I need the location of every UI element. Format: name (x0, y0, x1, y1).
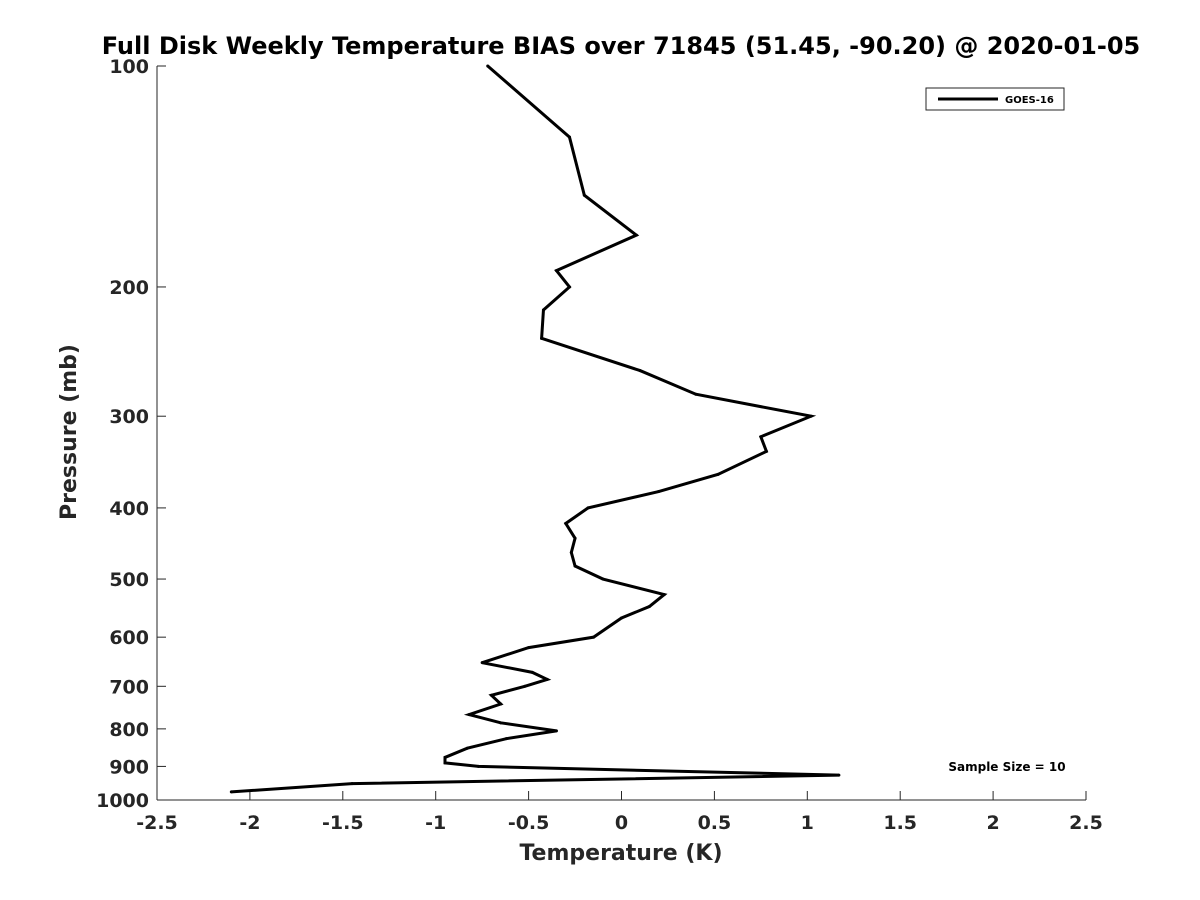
data-point (586, 506, 590, 510)
y-tick-label: 600 (109, 627, 149, 649)
x-tick-label: 0 (615, 812, 628, 834)
data-point (465, 746, 469, 750)
data-point (569, 550, 573, 554)
x-tick-label: -2 (239, 812, 260, 834)
y-axis-label: Pressure (mb) (57, 344, 82, 520)
data-point (545, 677, 549, 681)
data-point (554, 269, 558, 273)
data-point (564, 521, 568, 525)
data-point (759, 435, 763, 439)
data-point (657, 490, 661, 494)
y-tick-label: 200 (109, 277, 149, 299)
data-point (523, 684, 527, 688)
data-point (499, 702, 503, 706)
data-point (573, 564, 577, 568)
y-tick-label: 800 (109, 719, 149, 741)
data-point (573, 536, 577, 540)
data-point (567, 135, 571, 139)
data-point (350, 782, 354, 786)
data-point (499, 721, 503, 725)
y-axis: 100 200 300 400 500 600 700 800 900 1000 (96, 56, 166, 812)
y-tick-label: 300 (109, 406, 149, 428)
series-group (229, 64, 841, 794)
y-tick-label: 700 (109, 676, 149, 698)
data-point (530, 670, 534, 674)
chart-title: Full Disk Weekly Temperature BIAS over 7… (102, 32, 1141, 60)
x-tick-label: -2.5 (136, 812, 178, 834)
y-tick-label: 400 (109, 498, 149, 520)
data-point (540, 336, 544, 340)
x-tick-label: 1 (801, 812, 814, 834)
y-tick-label: 1000 (96, 790, 149, 812)
x-tick-label: 2 (986, 812, 999, 834)
data-point (527, 646, 531, 650)
x-tick-label: 1.5 (883, 812, 917, 834)
data-point (582, 193, 586, 197)
x-tick-label: 2.5 (1069, 812, 1103, 834)
legend: GOES-16 (925, 87, 1065, 111)
data-point (476, 764, 480, 768)
data-point (229, 790, 233, 794)
data-point (716, 472, 720, 476)
data-point (467, 713, 471, 717)
data-point (662, 593, 666, 597)
data-point (638, 369, 642, 373)
data-point (592, 635, 596, 639)
x-tick-label: 0.5 (698, 812, 732, 834)
y-tick-label: 900 (109, 756, 149, 778)
x-tick-label: -1 (425, 812, 446, 834)
data-point (601, 577, 605, 581)
data-point (443, 755, 447, 759)
data-point (486, 64, 490, 68)
x-axis: -2.5 -2 -1.5 -1 -0.5 0 0.5 1 1.5 2 2.5 (136, 791, 1103, 834)
data-point (504, 737, 508, 741)
y-tick-label: 500 (109, 569, 149, 591)
data-point (443, 761, 447, 765)
data-point (837, 773, 841, 777)
x-tick-label: -0.5 (508, 812, 550, 834)
y-tick-label: 100 (109, 56, 149, 78)
data-point (809, 414, 813, 418)
data-point (567, 285, 571, 289)
data-point (647, 605, 651, 609)
data-point (480, 661, 484, 665)
data-point (764, 449, 768, 453)
data-point (541, 308, 545, 312)
data-point (489, 693, 493, 697)
x-tick-label: -1.5 (322, 812, 364, 834)
data-point (620, 616, 623, 620)
data-point (554, 729, 558, 733)
data-point (634, 233, 638, 237)
sample-size-annotation: Sample Size = 10 (948, 760, 1065, 774)
legend-label-goes-16: GOES-16 (1005, 95, 1054, 106)
data-point (694, 392, 698, 396)
x-axis-label: Temperature (K) (519, 841, 722, 866)
